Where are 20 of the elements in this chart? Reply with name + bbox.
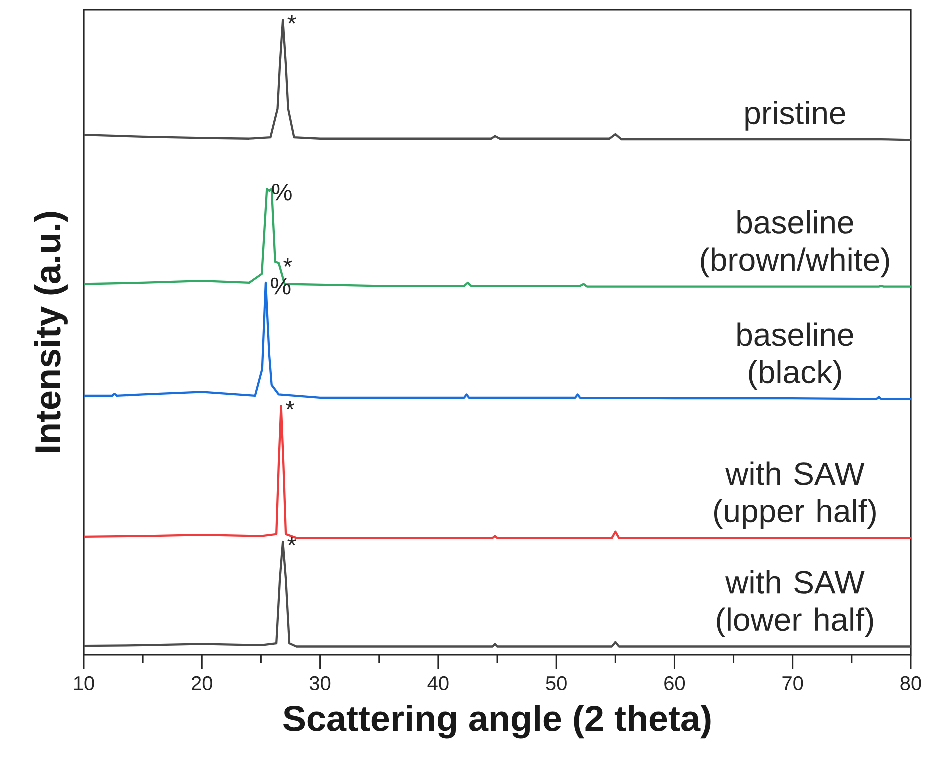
x-tick-label: 70 — [782, 676, 804, 691]
series-label: baseline (brown/white) — [701, 210, 890, 278]
x-tick-label: 80 — [900, 676, 922, 691]
series-label: with SAW (upper half) — [714, 462, 876, 529]
x-tick-label: 10 — [74, 676, 94, 691]
x-axis-title: Scattering angle (2 theta) — [284, 705, 711, 739]
x-tick-label: 30 — [310, 676, 331, 691]
annotation: * — [288, 537, 296, 546]
annotation: % — [271, 278, 291, 295]
series-label: with SAW (lower half) — [717, 570, 874, 638]
y-axis-title: Intensity (a.u.) — [34, 212, 68, 452]
annotation: * — [288, 15, 296, 24]
series-label: pristine — [746, 101, 846, 131]
series-label: baseline (black) — [738, 322, 854, 390]
x-tick-label: 20 — [192, 676, 212, 691]
annotation: * — [284, 258, 292, 267]
x-tick-label: 60 — [664, 676, 686, 691]
annotation: * — [286, 401, 295, 410]
x-tick-label: 40 — [428, 676, 449, 691]
x-tick-label: 50 — [546, 676, 567, 691]
